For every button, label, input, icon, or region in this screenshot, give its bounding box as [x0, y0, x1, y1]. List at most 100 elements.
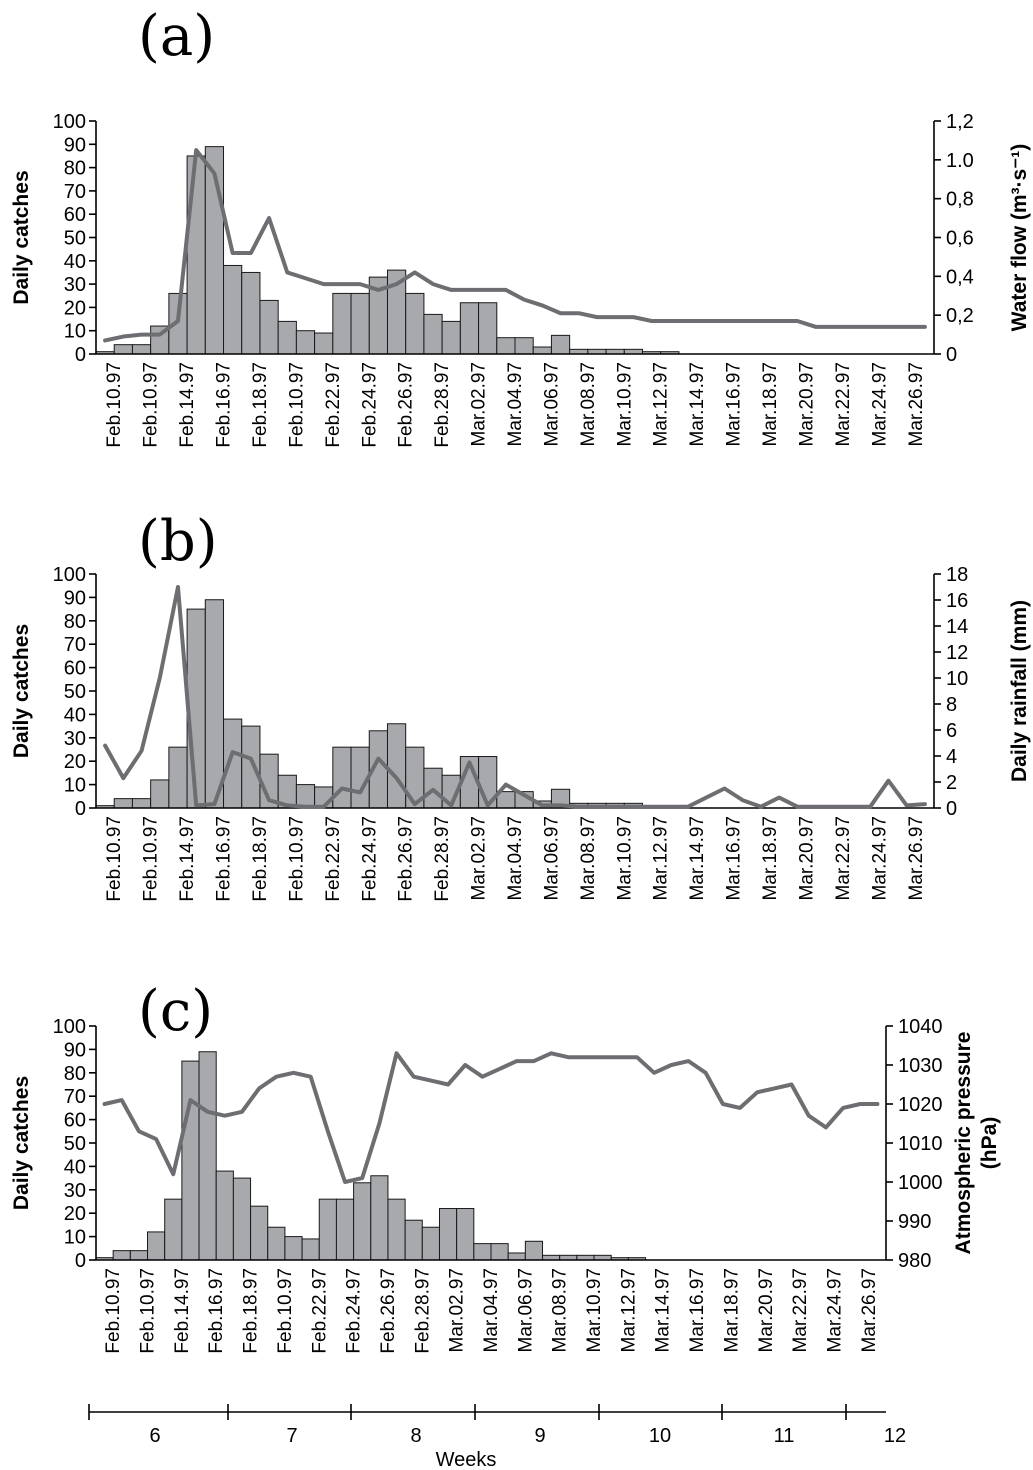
right-tick-label: 1030 [898, 1055, 943, 1077]
x-tick-label: Mar.20.97 [756, 1268, 777, 1353]
bar [421, 1226, 440, 1261]
bar [113, 344, 133, 355]
bar [131, 344, 152, 355]
x-tick-label: Mar.10.97 [614, 816, 635, 901]
bar [318, 1198, 337, 1261]
x-tick-label: Mar.18.97 [760, 362, 781, 447]
bar [387, 1198, 406, 1261]
bar [267, 1226, 286, 1261]
week-label: 11 [774, 1425, 795, 1447]
bar [113, 798, 133, 809]
left-tick-label: 70 [64, 1086, 86, 1108]
right-tick-label: 0 [946, 798, 957, 820]
left-tick-label: 90 [64, 134, 86, 156]
x-tick-label: Feb.22.97 [323, 362, 344, 448]
x-tick-label: Feb.18.97 [250, 362, 271, 448]
bar [223, 718, 243, 809]
x-tick-label: Mar.12.97 [651, 816, 672, 901]
x-tick-label: Mar.08.97 [578, 362, 599, 447]
x-tick-label: Mar.06.97 [541, 816, 562, 901]
left-tick-label: 60 [64, 658, 86, 680]
x-tick-label: Mar.06.97 [515, 1268, 536, 1353]
bar [405, 292, 425, 355]
bar [198, 1051, 217, 1261]
bar [423, 313, 443, 355]
x-tick-label: Feb.24.97 [359, 816, 380, 902]
right-tick-label: 0,4 [946, 266, 974, 288]
y2-axis-title: Daily rainfall (mm) [1008, 600, 1031, 782]
bar [129, 1250, 149, 1261]
x-tick-label: Feb.10.97 [103, 1268, 124, 1354]
bar [532, 346, 552, 355]
x-tick-label: Mar.08.97 [578, 816, 599, 901]
bar [301, 1238, 320, 1261]
x-tick-label: Mar.24.97 [869, 816, 890, 901]
y-axis-title: Daily catches [10, 1076, 33, 1210]
x-tick-label: Mar.02.97 [469, 816, 490, 901]
right-tick-label: 10 [946, 668, 968, 690]
bar [456, 1208, 475, 1261]
left-tick-label: 100 [53, 1016, 86, 1038]
bar [186, 155, 206, 355]
y2-axis-title-line: (hPa) [978, 1117, 1001, 1170]
left-tick-label: 100 [53, 111, 86, 133]
week-label: 8 [410, 1425, 421, 1447]
x-tick-label: Mar.24.97 [869, 362, 890, 447]
bar [496, 337, 516, 355]
right-tick-label: 1000 [898, 1172, 943, 1194]
left-tick-label: 20 [64, 751, 86, 773]
bar [112, 1250, 131, 1261]
x-tick-label: Feb.16.97 [206, 1268, 227, 1354]
bar [277, 320, 297, 355]
left-tick-label: 70 [64, 181, 86, 203]
left-tick-label: 80 [64, 158, 86, 180]
left-tick-label: 10 [64, 775, 86, 797]
x-tick-label: Feb.18.97 [241, 1268, 262, 1354]
right-tick-label: 0,8 [946, 189, 974, 211]
bar [490, 1243, 509, 1261]
y-axis-title: Daily catches [10, 624, 33, 758]
bar [332, 292, 352, 355]
left-tick-label: 20 [64, 297, 86, 319]
bar [404, 1219, 423, 1261]
x-tick-label: Feb.22.97 [309, 1268, 330, 1354]
right-tick-label: 1040 [898, 1016, 943, 1038]
right-tick-label: 1.0 [946, 150, 974, 172]
right-tick-label: 12 [946, 642, 968, 664]
panel-b: (b)0102030405060708090100024681012141618… [10, 509, 1031, 902]
bar [147, 1231, 166, 1261]
left-tick-label: 40 [64, 1156, 86, 1178]
left-tick-label: 100 [53, 564, 86, 586]
left-tick-label: 40 [64, 251, 86, 273]
week-label: 10 [649, 1425, 671, 1447]
bar [150, 779, 170, 809]
bar [370, 1175, 389, 1261]
right-tick-label: 4 [946, 746, 957, 768]
x-tick-label: Feb.26.97 [396, 816, 417, 902]
x-tick-label: Feb.16.97 [214, 362, 235, 448]
x-tick-label: Feb.10.97 [141, 816, 162, 902]
x-tick-label: Feb.18.97 [250, 816, 271, 902]
x-tick-label: Feb.16.97 [214, 816, 235, 902]
bar [241, 725, 261, 809]
left-tick-label: 50 [64, 228, 86, 250]
x-tick-label: Feb.28.97 [412, 1268, 433, 1354]
bar [164, 1198, 183, 1261]
x-tick-label: Feb.14.97 [177, 362, 198, 448]
right-tick-label: 6 [946, 720, 957, 742]
right-tick-label: 14 [946, 616, 968, 638]
x-tick-label: Mar.10.97 [584, 1268, 605, 1353]
left-tick-label: 0 [75, 344, 86, 366]
right-tick-label: 2 [946, 772, 957, 794]
x-tick-label: Feb.14.97 [177, 816, 198, 902]
bar [438, 1208, 458, 1261]
bar [232, 1177, 252, 1261]
x-tick-label: Mar.02.97 [447, 1268, 468, 1353]
bar [441, 320, 461, 355]
x-tick-label: Mar.14.97 [687, 816, 708, 901]
right-tick-label: 0,6 [946, 228, 974, 250]
x-tick-label: Feb.22.97 [323, 816, 344, 902]
x-tick-label: Feb.28.97 [432, 816, 453, 902]
week-label: 12 [884, 1425, 906, 1447]
